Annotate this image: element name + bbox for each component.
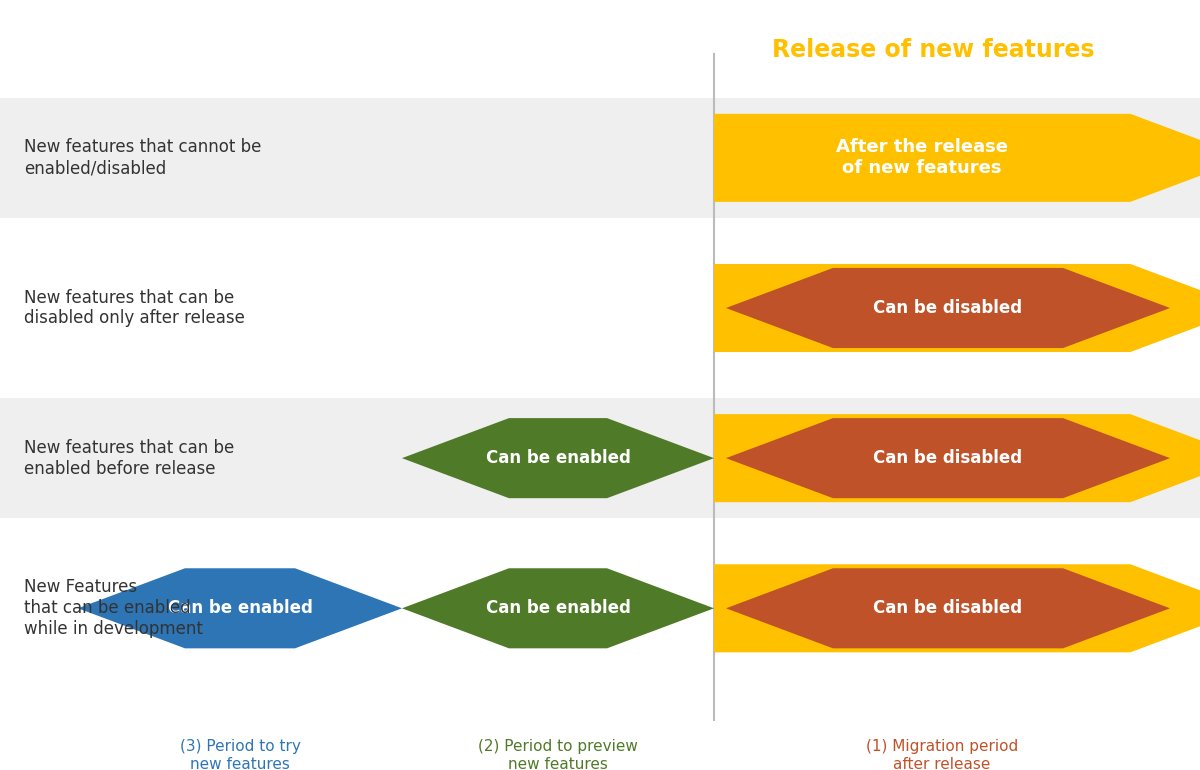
Text: (1) Migration period
after release: (1) Migration period after release — [866, 739, 1018, 770]
Polygon shape — [726, 568, 1170, 648]
Polygon shape — [714, 564, 1200, 652]
Bar — [0, 248, 1200, 368]
Text: (3) Period to try
new features
in development: (3) Period to try new features in develo… — [180, 739, 300, 770]
Bar — [0, 399, 1200, 517]
Polygon shape — [714, 414, 1200, 502]
Text: Can be enabled: Can be enabled — [168, 599, 312, 618]
Text: Release of new features: Release of new features — [772, 38, 1094, 62]
Bar — [0, 98, 1200, 217]
Text: Can be disabled: Can be disabled — [874, 449, 1022, 467]
Polygon shape — [402, 418, 714, 498]
Text: New features that can be
enabled before release: New features that can be enabled before … — [24, 439, 234, 477]
Bar — [0, 541, 1200, 676]
Text: New Features
that can be enabled
while in development: New Features that can be enabled while i… — [24, 578, 203, 638]
Text: (2) Period to preview
new features
before release: (2) Period to preview new features befor… — [478, 739, 638, 770]
Text: Can be enabled: Can be enabled — [486, 449, 630, 467]
Text: Can be disabled: Can be disabled — [874, 599, 1022, 618]
Polygon shape — [726, 268, 1170, 348]
Text: After the release
of new features: After the release of new features — [836, 139, 1008, 177]
Text: Can be enabled: Can be enabled — [486, 599, 630, 618]
Text: New features that can be
disabled only after release: New features that can be disabled only a… — [24, 289, 245, 327]
Polygon shape — [714, 114, 1200, 202]
Polygon shape — [402, 568, 714, 648]
Polygon shape — [726, 418, 1170, 498]
Text: New features that cannot be
enabled/disabled: New features that cannot be enabled/disa… — [24, 139, 262, 177]
Polygon shape — [714, 264, 1200, 352]
Polygon shape — [78, 568, 402, 648]
Text: Can be disabled: Can be disabled — [874, 299, 1022, 317]
